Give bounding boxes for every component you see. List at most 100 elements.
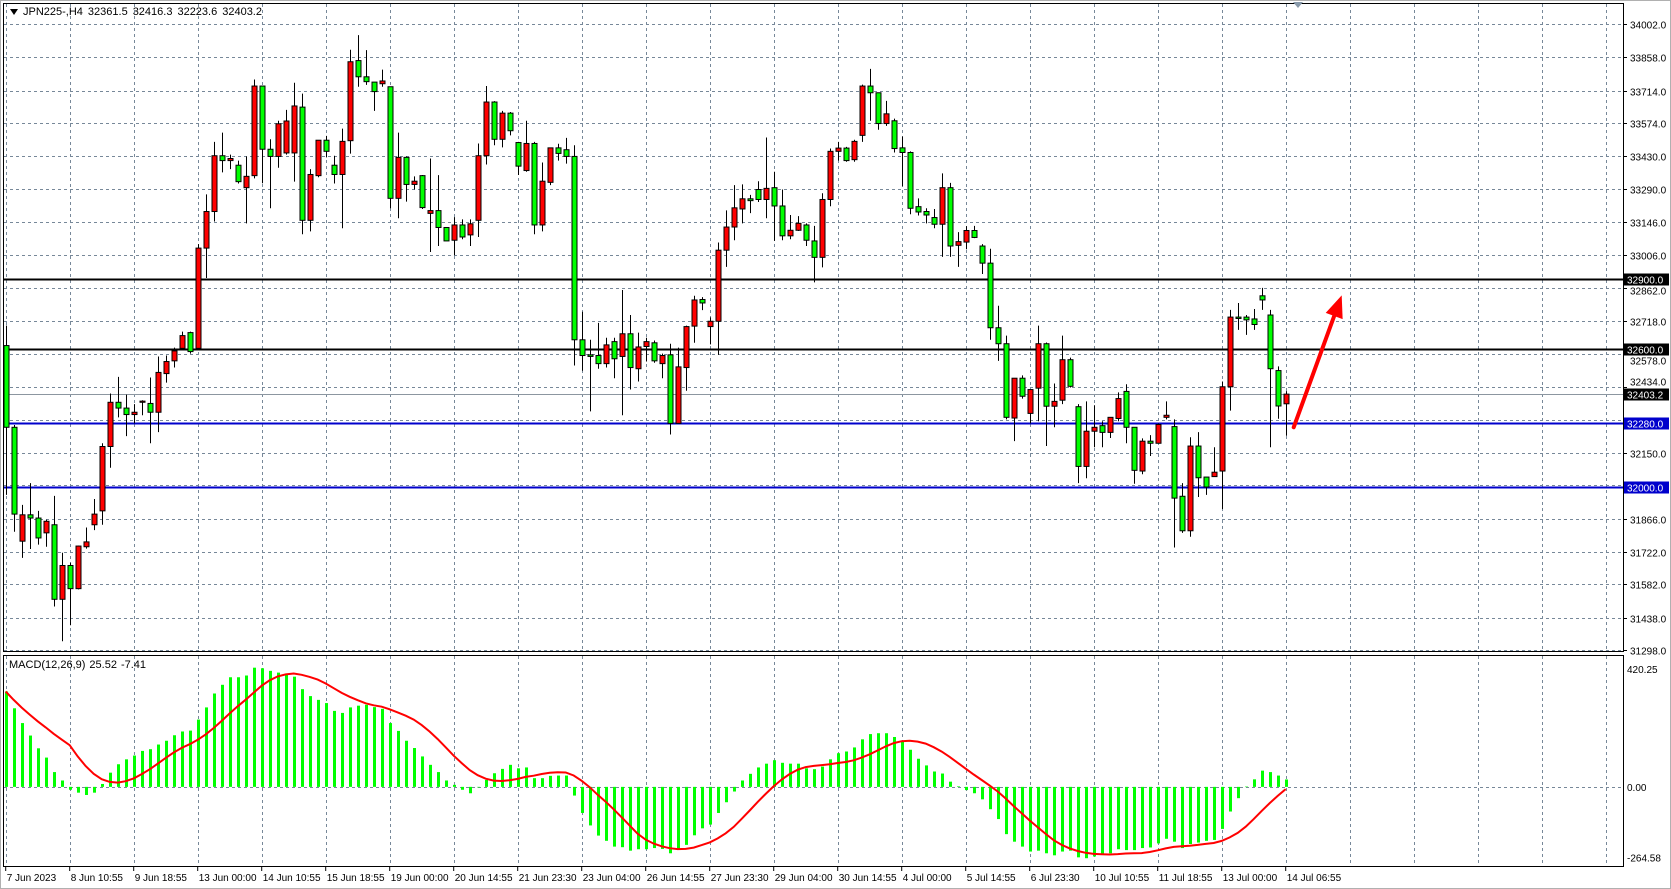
time-label: 30 Jun 14:55	[839, 873, 897, 884]
time-label: 13 Jun 00:00	[199, 873, 257, 884]
bear-candle-body	[1251, 318, 1258, 325]
macd-histogram-bar	[437, 772, 440, 787]
bear-candle-body	[147, 402, 154, 413]
bear-candle-body	[323, 139, 330, 152]
candle	[915, 198, 922, 216]
macd-histogram-bar	[189, 730, 192, 787]
bear-candle-body	[371, 81, 378, 93]
candle	[1131, 426, 1138, 484]
bear-candle-body	[627, 333, 634, 369]
macd-histogram-bar	[645, 786, 648, 850]
price-tick-label: 32718.0	[1630, 318, 1667, 329]
bear-candle-body	[1131, 426, 1138, 471]
time-label: 11 Jul 18:55	[1159, 873, 1213, 884]
macd-histogram-bar	[477, 786, 480, 788]
macd-histogram-bar	[1157, 786, 1160, 844]
candle	[35, 510, 42, 545]
bear-candle-body	[843, 147, 850, 162]
bear-candle-body	[235, 164, 242, 183]
time-label: 27 Jun 23:30	[711, 873, 769, 884]
macd-histogram-bar	[685, 786, 688, 845]
candle	[827, 148, 834, 207]
macd-histogram-bar	[413, 748, 416, 787]
macd-histogram-bar	[749, 773, 752, 787]
macd-histogram-bar	[141, 750, 144, 787]
level-price-box	[1624, 417, 1669, 430]
bull-candle-body	[107, 401, 114, 448]
candle	[539, 162, 546, 232]
bear-candle-body	[555, 147, 562, 154]
horizontal-levels	[4, 278, 1623, 489]
candle	[1083, 401, 1090, 479]
macd-histogram-bar	[213, 693, 216, 787]
bear-candle-body	[1275, 370, 1282, 407]
macd-histogram-bar	[469, 786, 472, 794]
macd-histogram-bar	[605, 786, 608, 841]
candle	[1227, 309, 1234, 411]
bear-candle-body	[595, 355, 602, 365]
macd-histogram-bar	[901, 741, 904, 787]
candle	[947, 182, 954, 257]
candle	[1275, 366, 1282, 419]
time-label: 20 Jun 14:55	[455, 873, 513, 884]
bear-candle-body	[387, 86, 394, 199]
macd-histogram-bar	[765, 763, 768, 787]
candle	[971, 225, 978, 239]
macd-histogram-bar	[1133, 786, 1136, 851]
bull-candle-body	[339, 140, 346, 175]
macd-histogram-bar	[1269, 772, 1272, 787]
bear-candle-body	[867, 85, 874, 94]
candle	[651, 340, 658, 363]
macd-histogram-bar	[237, 677, 240, 787]
bull-candle-body	[499, 112, 506, 140]
bull-candle-body	[691, 299, 698, 327]
price-tick-label: 33714.0	[1630, 88, 1667, 99]
dropdown-triangle-icon[interactable]	[10, 9, 18, 15]
macd-histogram-bar	[973, 786, 976, 794]
level-price-label: 32000.0	[1627, 484, 1664, 495]
chart-shift-marker-icon[interactable]	[1293, 2, 1303, 8]
macd-histogram-bar	[669, 786, 672, 854]
bear-candle-body	[51, 524, 58, 600]
bear-candle-body	[979, 245, 986, 264]
macd-histogram-bar	[1141, 786, 1144, 849]
candle	[715, 242, 722, 355]
macd-histogram-bar	[565, 775, 568, 787]
macd-histogram-bar	[293, 676, 296, 787]
time-label: 5 Jul 14:55	[967, 873, 1016, 884]
bull-candle-body	[1059, 359, 1066, 401]
candle	[299, 93, 306, 235]
candle	[755, 181, 762, 203]
bear-candle-body	[515, 142, 522, 167]
macd-signal-value: -7.41	[120, 659, 147, 671]
bull-candle-body	[1027, 389, 1034, 414]
candle	[555, 143, 562, 161]
macd-histogram-bar	[541, 778, 544, 787]
bull-candle-body	[1187, 445, 1194, 532]
macd-histogram-bar	[1277, 775, 1280, 787]
bull-candle-body	[1115, 398, 1122, 419]
macd-histogram-bar	[941, 773, 944, 787]
time-label: 7 Jun 2023	[7, 873, 57, 884]
macd-histogram-bar	[53, 772, 56, 787]
macd-histogram-bar	[309, 696, 312, 787]
candle	[147, 377, 154, 444]
macd-histogram-bar	[997, 786, 1000, 820]
time-label: 14 Jun 10:55	[263, 873, 321, 884]
bull-candle-body	[795, 222, 802, 231]
macd-histogram-bar	[981, 786, 984, 800]
candle	[187, 331, 194, 354]
candle	[507, 111, 514, 136]
candle	[627, 315, 634, 390]
candle	[851, 139, 858, 162]
macd-histogram-bar	[781, 762, 784, 787]
candle	[819, 193, 826, 268]
bear-candle-body	[931, 217, 938, 225]
macd-name: MACD(12,26,9)	[9, 659, 86, 671]
macd-histogram-bar	[725, 786, 728, 803]
macd-tick-label: 0.00	[1627, 783, 1647, 794]
bull-candle-body	[883, 113, 890, 125]
candle	[483, 86, 490, 165]
candle	[1203, 476, 1210, 495]
